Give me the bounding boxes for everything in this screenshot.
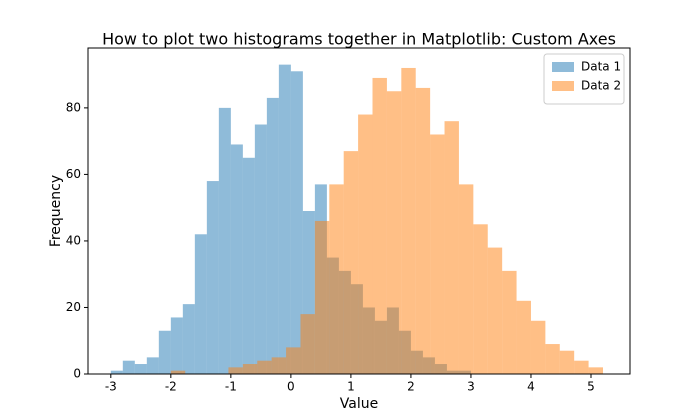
- histogram-bar: [110, 370, 123, 374]
- histogram-bar: [444, 121, 459, 374]
- histogram-bar: [278, 64, 291, 374]
- histogram-bar: [158, 330, 171, 374]
- x-tick-label: -2: [165, 380, 177, 394]
- histogram-bar: [401, 67, 416, 375]
- x-tick-label: 5: [587, 380, 595, 394]
- histogram-bar: [206, 181, 219, 374]
- histogram-bar: [358, 114, 373, 374]
- histogram-bar: [516, 300, 531, 374]
- histogram-bar: [458, 184, 474, 374]
- histogram-bar: [329, 184, 344, 374]
- histogram-bar: [170, 317, 183, 374]
- y-tick-label: 60: [66, 167, 81, 181]
- histogram-bar: [286, 347, 301, 374]
- x-tick-label: 4: [527, 380, 535, 394]
- histogram-bar: [170, 370, 186, 374]
- histogram-bar: [300, 314, 315, 374]
- plot-frame: [87, 47, 631, 375]
- y-axis-label: Frequency: [48, 175, 64, 247]
- y-tick-label: 0: [73, 367, 81, 381]
- histogram-bar: [242, 364, 258, 374]
- x-tick-label: 1: [347, 380, 355, 394]
- histogram-bar: [146, 357, 159, 374]
- histogram-bar: [502, 270, 517, 374]
- x-tick-label: -3: [105, 380, 117, 394]
- histogram-bar: [343, 151, 359, 374]
- histogram-bar: [530, 320, 546, 374]
- legend-swatch: [552, 81, 574, 91]
- histogram-bar: [487, 247, 503, 374]
- x-tick-label: -1: [225, 380, 237, 394]
- legend-swatch: [552, 62, 574, 72]
- y-tick-label: 80: [66, 100, 81, 114]
- histogram-bar: [473, 224, 488, 374]
- histogram-bar: [415, 87, 431, 374]
- histogram-bar: [574, 360, 589, 374]
- legend-label: Data 1: [581, 60, 621, 74]
- x-tick-label: 2: [407, 380, 415, 394]
- histogram-bar: [218, 107, 231, 374]
- histogram-bar: [242, 157, 255, 374]
- histogram-bar: [271, 357, 287, 374]
- legend-label: Data 2: [581, 79, 621, 93]
- histogram-bar: [182, 304, 195, 374]
- histogram-bar: [254, 124, 267, 375]
- x-tick-label: 3: [467, 380, 475, 394]
- histogram-bar: [194, 234, 207, 374]
- histogram-bar: [257, 360, 272, 374]
- chart-title: How to plot two histograms together in M…: [102, 30, 616, 49]
- histogram-bar: [228, 367, 243, 374]
- histogram-bar: [230, 144, 243, 374]
- x-tick-label: 0: [287, 380, 295, 394]
- histogram-bar: [266, 97, 279, 375]
- y-tick-label: 20: [66, 300, 81, 314]
- histogram-bar: [314, 220, 330, 374]
- y-tick-label: 40: [66, 233, 81, 247]
- histogram-bar: [386, 91, 402, 374]
- histogram-bar: [559, 350, 575, 374]
- histogram-bar: [372, 77, 387, 374]
- histogram-bar: [545, 344, 560, 374]
- x-axis-label: Value: [340, 396, 378, 412]
- histogram-bar: [588, 367, 603, 374]
- histogram-bar: [430, 134, 445, 374]
- histogram-bar: [134, 364, 147, 374]
- histogram-bar: [290, 71, 303, 375]
- histogram-bar: [122, 360, 135, 374]
